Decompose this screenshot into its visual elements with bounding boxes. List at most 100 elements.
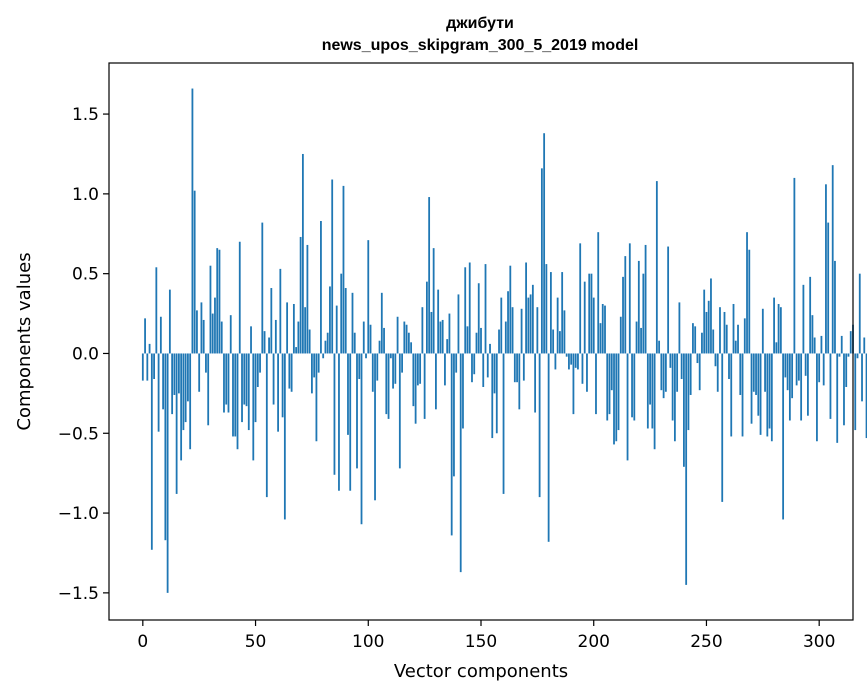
bar-9 (162, 353, 165, 410)
bar-185 (559, 331, 561, 354)
bar-188 (565, 353, 568, 357)
bar-227 (653, 353, 656, 450)
bar-105 (378, 340, 381, 354)
bar-256 (719, 307, 721, 354)
bar-276 (764, 353, 766, 392)
bar-78 (317, 353, 320, 373)
bar-95 (356, 353, 358, 469)
bar-60 (277, 353, 279, 432)
bar-312 (845, 353, 848, 387)
bar-285 (784, 353, 787, 378)
bar-150 (480, 327, 482, 354)
bar-91 (347, 353, 349, 435)
bar-31 (211, 313, 214, 354)
bar-131 (437, 289, 440, 354)
bar-62 (281, 353, 284, 418)
bar-153 (486, 353, 489, 378)
bar-68 (295, 347, 298, 354)
bar-186 (561, 272, 564, 354)
bar-65 (288, 353, 291, 389)
bar-66 (290, 353, 293, 392)
bar-225 (649, 353, 651, 405)
bar-234 (669, 353, 672, 368)
x-tick-label: 250 (690, 632, 722, 652)
bar-305 (829, 353, 832, 419)
bar-139 (455, 353, 458, 373)
bar-280 (773, 297, 775, 354)
bar-247 (698, 353, 701, 391)
bar-239 (680, 353, 683, 380)
bar-46 (245, 353, 248, 407)
bar-106 (380, 292, 383, 354)
bar-135 (446, 339, 449, 354)
bar-3 (148, 343, 151, 354)
bar-298 (813, 337, 816, 354)
bar-220 (637, 260, 640, 354)
bar-207 (608, 353, 611, 415)
bar-177 (540, 168, 543, 354)
bar-266 (741, 353, 744, 437)
bar-21 (189, 353, 192, 450)
bar-52 (259, 353, 261, 373)
bar-230 (660, 353, 663, 391)
bar-59 (274, 319, 277, 354)
bar-109 (387, 353, 390, 419)
bar-127 (428, 197, 431, 354)
bar-110 (389, 353, 392, 359)
bar-205 (604, 305, 606, 354)
bar-146 (471, 353, 473, 383)
bar-54 (263, 331, 266, 354)
bar-96 (358, 353, 361, 380)
bar-250 (705, 311, 708, 354)
bar-229 (658, 340, 661, 354)
bar-102 (371, 353, 374, 392)
bar-244 (692, 323, 694, 354)
bar-169 (522, 353, 525, 381)
bar-213 (622, 276, 624, 354)
bar-5 (153, 353, 155, 380)
bar-34 (218, 249, 221, 354)
bar-183 (554, 353, 557, 370)
bar-181 (549, 272, 552, 354)
bar-27 (202, 319, 205, 354)
bar-271 (752, 353, 755, 392)
y-tick-label: 0.0 (72, 344, 99, 364)
bar-272 (755, 353, 757, 395)
bar-1 (144, 318, 146, 354)
bar-222 (642, 273, 645, 354)
bar-47 (247, 353, 250, 431)
bar-11 (166, 353, 169, 593)
bar-217 (631, 353, 633, 418)
bar-82 (326, 332, 329, 354)
bar-297 (811, 315, 814, 354)
bar-212 (619, 316, 622, 354)
bar-19 (184, 353, 187, 423)
bar-77 (315, 353, 318, 442)
bar-248 (701, 332, 703, 354)
bar-165 (513, 353, 516, 383)
bar-113 (396, 316, 399, 354)
bar-72 (304, 307, 307, 354)
bar-137 (450, 353, 453, 536)
x-tick-label: 200 (578, 632, 610, 652)
bar-129 (432, 248, 435, 354)
bar-152 (484, 264, 487, 354)
bar-306 (831, 165, 834, 354)
bar-263 (734, 340, 737, 354)
bar-90 (344, 288, 347, 354)
bar-301 (820, 335, 823, 354)
bar-132 (439, 321, 442, 354)
bar-190 (570, 353, 573, 365)
bar-204 (601, 303, 604, 354)
bar-124 (421, 307, 424, 354)
bar-295 (807, 353, 809, 416)
bar-41 (234, 353, 237, 437)
bar-16 (177, 353, 180, 394)
bar-163 (509, 265, 512, 354)
bar-193 (577, 353, 579, 370)
bar-275 (761, 308, 764, 354)
bar-303 (825, 184, 827, 354)
bar-182 (552, 329, 555, 354)
bar-83 (329, 286, 331, 354)
